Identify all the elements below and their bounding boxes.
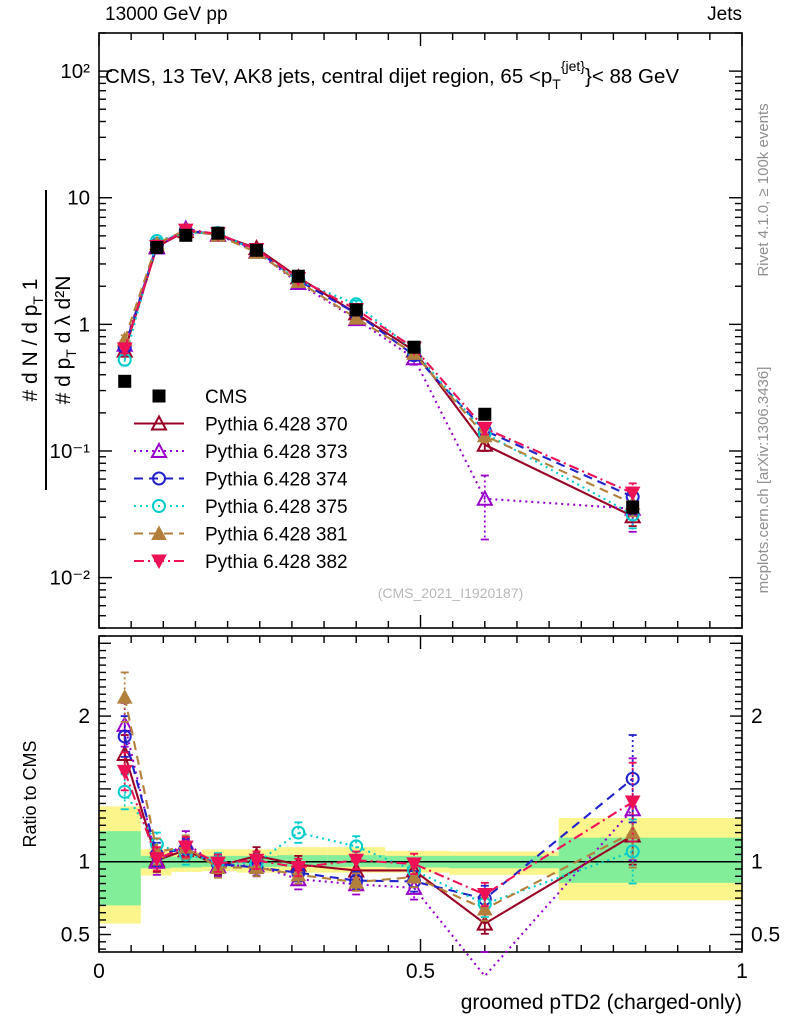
band-inner	[99, 831, 141, 906]
data-point-square	[179, 228, 193, 242]
xtick-label: 0	[93, 960, 105, 983]
data-point-triangle-up-f	[116, 689, 133, 704]
x-axis-label: groomed pTD2 (charged-only)	[461, 991, 742, 1014]
ratio-y-axis-label: Ratio to CMS	[20, 740, 40, 847]
header-analysis-category: Jets	[707, 4, 742, 25]
legend-marker	[151, 554, 167, 570]
mcplots-reference-label: mcplots.cern.ch [arXiv:1306.3436]	[755, 367, 772, 594]
xtick-label: 1	[736, 960, 748, 983]
data-point-triangle-dn-f	[149, 852, 165, 867]
series-line	[123, 229, 634, 505]
data-point-triangle-dn-f	[476, 421, 493, 437]
band-inner	[558, 837, 742, 883]
ylabel-denominator: # d pT d λ d²N	[52, 276, 79, 405]
plot-axes	[98, 32, 743, 953]
legend-label: CMS	[205, 387, 247, 408]
data-point-triangle-dn-f	[348, 853, 365, 869]
main-plot-title: CMS, 13 TeV, AK8 jets, central dijet reg…	[105, 58, 679, 92]
data-point-triangle-dn-f	[210, 856, 226, 872]
main-ytick-label: 10⁻²	[50, 567, 91, 590]
data-point-triangle-dn-f	[406, 857, 422, 872]
data-point-triangle-up-f	[348, 310, 365, 325]
main-panel-frame	[98, 32, 743, 629]
main-ytick-label: 1	[79, 313, 90, 336]
series-line	[123, 227, 633, 510]
data-point-triangle-up-f	[406, 868, 422, 884]
data-point-triangle-dn-f	[624, 795, 641, 811]
legend-label: Pythia 6.428 374	[205, 470, 348, 491]
data-point-square	[626, 500, 640, 514]
ylabel-numerator: # d N / d pT 1	[19, 279, 46, 402]
data-point-triangle-dn-f	[624, 486, 641, 502]
data-point-circle	[117, 784, 132, 799]
ratio-ytick-label-right: 0.5	[751, 924, 780, 947]
data-point-circle	[625, 844, 640, 859]
data-point-square	[211, 226, 225, 240]
legend-marker	[151, 525, 167, 540]
data-point-triangle-dn-f	[476, 887, 493, 903]
ratio-ytick-label-right: 1	[751, 851, 763, 874]
legend-marker	[150, 414, 168, 431]
series-line	[123, 229, 634, 495]
data-point-triangle-up	[116, 744, 134, 761]
ratio-uncertainty-bands	[99, 806, 742, 924]
legend-marker	[152, 389, 166, 403]
plot-data-series	[116, 219, 642, 978]
data-point-square	[407, 340, 421, 354]
data-point-square	[291, 269, 305, 283]
legend-label: Pythia 6.428 381	[205, 525, 348, 546]
legend-label: Pythia 6.428 375	[205, 497, 348, 518]
main-ytick-label: 10	[67, 187, 90, 210]
data-point-triangle-dn-f	[248, 853, 265, 869]
main-ytick-label: 10²	[60, 60, 90, 83]
data-point-circle	[117, 729, 132, 744]
data-point-circle	[291, 825, 306, 840]
legend-label: Pythia 6.428 382	[205, 552, 348, 573]
data-point-square	[250, 243, 264, 257]
legend-marker	[150, 441, 168, 458]
legend-marker	[152, 471, 166, 486]
data-point-square	[150, 240, 164, 254]
xtick-label: 0.5	[406, 960, 435, 983]
analysis-id-watermark: (CMS_2021_I1920187)	[378, 585, 524, 601]
main-ytick-label: 10⁻¹	[50, 440, 91, 463]
series-line	[123, 231, 634, 516]
data-point-triangle-up-f	[476, 900, 493, 916]
data-point-triangle-dn-f	[116, 764, 133, 780]
legend-marker	[152, 499, 166, 513]
rivet-version-label: Rivet 4.1.0, ≥ 100k events	[755, 103, 772, 276]
data-point-triangle-up-f	[348, 874, 365, 889]
series-line	[123, 229, 634, 498]
data-point-square	[118, 374, 132, 388]
series-line	[123, 753, 634, 925]
ratio-ytick-label: 0.5	[61, 924, 90, 947]
ratio-ytick-label: 2	[78, 705, 90, 728]
data-point-square	[478, 407, 492, 421]
data-point-triangle-up	[476, 914, 494, 931]
main-y-axis-label: # d N / d pT 1# d pT d λ d²N	[19, 190, 79, 490]
ratio-ytick-label-right: 2	[751, 705, 763, 728]
data-point-square	[349, 303, 363, 317]
header-beam-info: 13000 GeV pp	[105, 4, 228, 25]
series-line	[123, 736, 634, 900]
data-point-triangle-dn-f	[177, 840, 194, 856]
ratio-panel-frame	[98, 635, 743, 953]
data-point-triangle-up	[476, 489, 494, 506]
legend-label: Pythia 6.428 370	[205, 415, 348, 436]
series-line	[123, 696, 634, 911]
data-point-triangle-up	[476, 435, 494, 452]
legend-label: Pythia 6.428 373	[205, 442, 348, 463]
series-line	[123, 771, 634, 896]
data-point-triangle-dn-f	[290, 861, 307, 876]
data-point-triangle-dn-f	[116, 342, 133, 357]
ratio-ytick-label: 1	[78, 851, 90, 874]
